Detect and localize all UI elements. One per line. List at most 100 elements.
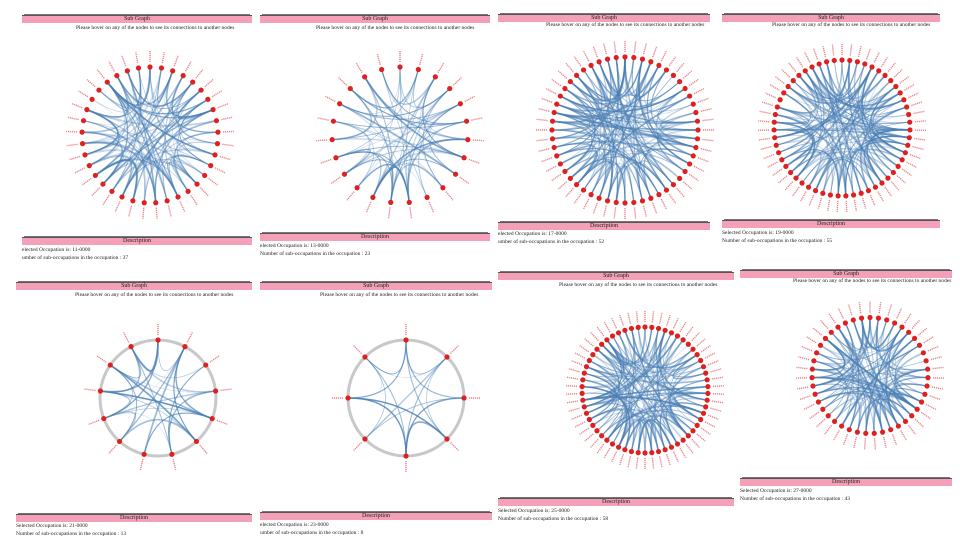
graph-node[interactable] <box>906 111 912 118</box>
graph-node[interactable] <box>854 429 860 435</box>
graph-node[interactable] <box>362 74 368 80</box>
graph-node[interactable] <box>656 192 662 198</box>
graph-node[interactable] <box>209 415 215 422</box>
graph-node[interactable] <box>867 314 873 321</box>
graph-node[interactable] <box>444 436 450 442</box>
graph-node[interactable] <box>779 157 785 163</box>
graph-node[interactable] <box>447 85 453 92</box>
graph-node[interactable] <box>682 168 688 175</box>
graph-node[interactable] <box>202 172 208 179</box>
graph-node[interactable] <box>586 357 592 364</box>
graph-node[interactable] <box>854 59 861 65</box>
graph-node[interactable] <box>432 74 438 80</box>
graph-node[interactable] <box>573 182 580 188</box>
graph-node[interactable] <box>155 337 161 343</box>
graph-node[interactable] <box>811 358 817 364</box>
graph-node[interactable] <box>668 330 675 336</box>
graph-node[interactable] <box>116 438 123 445</box>
graph-node[interactable] <box>835 324 841 330</box>
graph-node[interactable] <box>682 85 688 92</box>
graph-node[interactable] <box>124 68 130 74</box>
graph-node[interactable] <box>615 330 622 336</box>
graph-node[interactable] <box>362 354 368 360</box>
graph-node[interactable] <box>586 416 592 423</box>
graph-node[interactable] <box>690 153 696 159</box>
graph-node[interactable] <box>842 320 848 326</box>
graph-node[interactable] <box>370 194 376 200</box>
graph-node[interactable] <box>843 193 849 199</box>
graph-node[interactable] <box>622 447 628 453</box>
graph-node[interactable] <box>549 136 556 142</box>
graph-node[interactable] <box>213 118 220 124</box>
graph-node[interactable] <box>580 187 587 193</box>
graph-node[interactable] <box>771 127 777 133</box>
graph-node[interactable] <box>918 399 925 405</box>
graph-node[interactable] <box>92 172 98 179</box>
graph-node[interactable] <box>581 370 587 376</box>
graph-node[interactable] <box>567 175 573 182</box>
graph-node[interactable] <box>648 195 654 201</box>
graph-node[interactable] <box>128 344 134 350</box>
graph-node[interactable] <box>893 83 899 90</box>
graph-node[interactable] <box>850 192 857 198</box>
graph-node[interactable] <box>581 404 587 410</box>
graph-node[interactable] <box>185 188 191 194</box>
graph-node[interactable] <box>440 185 446 191</box>
graph-node[interactable] <box>785 83 791 90</box>
graph-node[interactable] <box>649 450 655 456</box>
graph-node[interactable] <box>820 190 826 196</box>
graph-node[interactable] <box>583 364 590 370</box>
graph-node[interactable] <box>885 175 891 181</box>
graph-node[interactable] <box>816 61 822 67</box>
graph-node[interactable] <box>330 118 337 124</box>
graph-node[interactable] <box>685 433 691 439</box>
graph-node[interactable] <box>875 315 882 321</box>
graph-node[interactable] <box>194 181 200 187</box>
graph-node[interactable] <box>580 67 587 73</box>
graph-node[interactable] <box>847 57 853 64</box>
graph-node[interactable] <box>403 337 409 343</box>
graph-node[interactable] <box>554 101 560 107</box>
graph-node[interactable] <box>693 109 699 116</box>
chord-graph[interactable] <box>752 38 932 218</box>
graph-node[interactable] <box>796 72 802 78</box>
graph-node[interactable] <box>639 56 646 62</box>
graph-node[interactable] <box>599 433 605 439</box>
graph-node[interactable] <box>604 337 610 343</box>
graph-node[interactable] <box>694 422 700 428</box>
graph-node[interactable] <box>567 78 573 85</box>
graph-node[interactable] <box>892 320 898 326</box>
graph-node[interactable] <box>700 364 707 370</box>
graph-node[interactable] <box>922 391 928 397</box>
graph-node[interactable] <box>914 406 920 412</box>
graph-node[interactable] <box>551 144 557 151</box>
graph-node[interactable] <box>203 362 209 368</box>
chord-graph[interactable] <box>326 318 486 478</box>
graph-node[interactable] <box>580 377 586 383</box>
graph-node[interactable] <box>104 79 110 85</box>
graph-node[interactable] <box>827 192 834 198</box>
graph-node[interactable] <box>662 327 668 333</box>
graph-node[interactable] <box>397 64 403 70</box>
graph-node[interactable] <box>777 97 783 103</box>
graph-node[interactable] <box>828 329 834 335</box>
chord-graph[interactable] <box>790 288 950 463</box>
graph-node[interactable] <box>865 188 872 194</box>
graph-node[interactable] <box>916 342 923 348</box>
graph-node[interactable] <box>705 390 711 397</box>
graph-node[interactable] <box>839 57 845 63</box>
graph-node[interactable] <box>907 119 913 125</box>
graph-node[interactable] <box>80 118 87 124</box>
graph-node[interactable] <box>895 423 901 429</box>
graph-node[interactable] <box>590 422 596 428</box>
graph-node[interactable] <box>628 448 635 455</box>
graph-node[interactable] <box>579 383 585 390</box>
graph-node[interactable] <box>704 397 710 403</box>
graph-node[interactable] <box>670 182 677 188</box>
graph-node[interactable] <box>79 141 86 147</box>
graph-node[interactable] <box>835 193 841 199</box>
graph-node[interactable] <box>863 430 869 436</box>
graph-node[interactable] <box>771 119 777 125</box>
graph-node[interactable] <box>604 56 611 62</box>
graph-node[interactable] <box>809 375 815 381</box>
